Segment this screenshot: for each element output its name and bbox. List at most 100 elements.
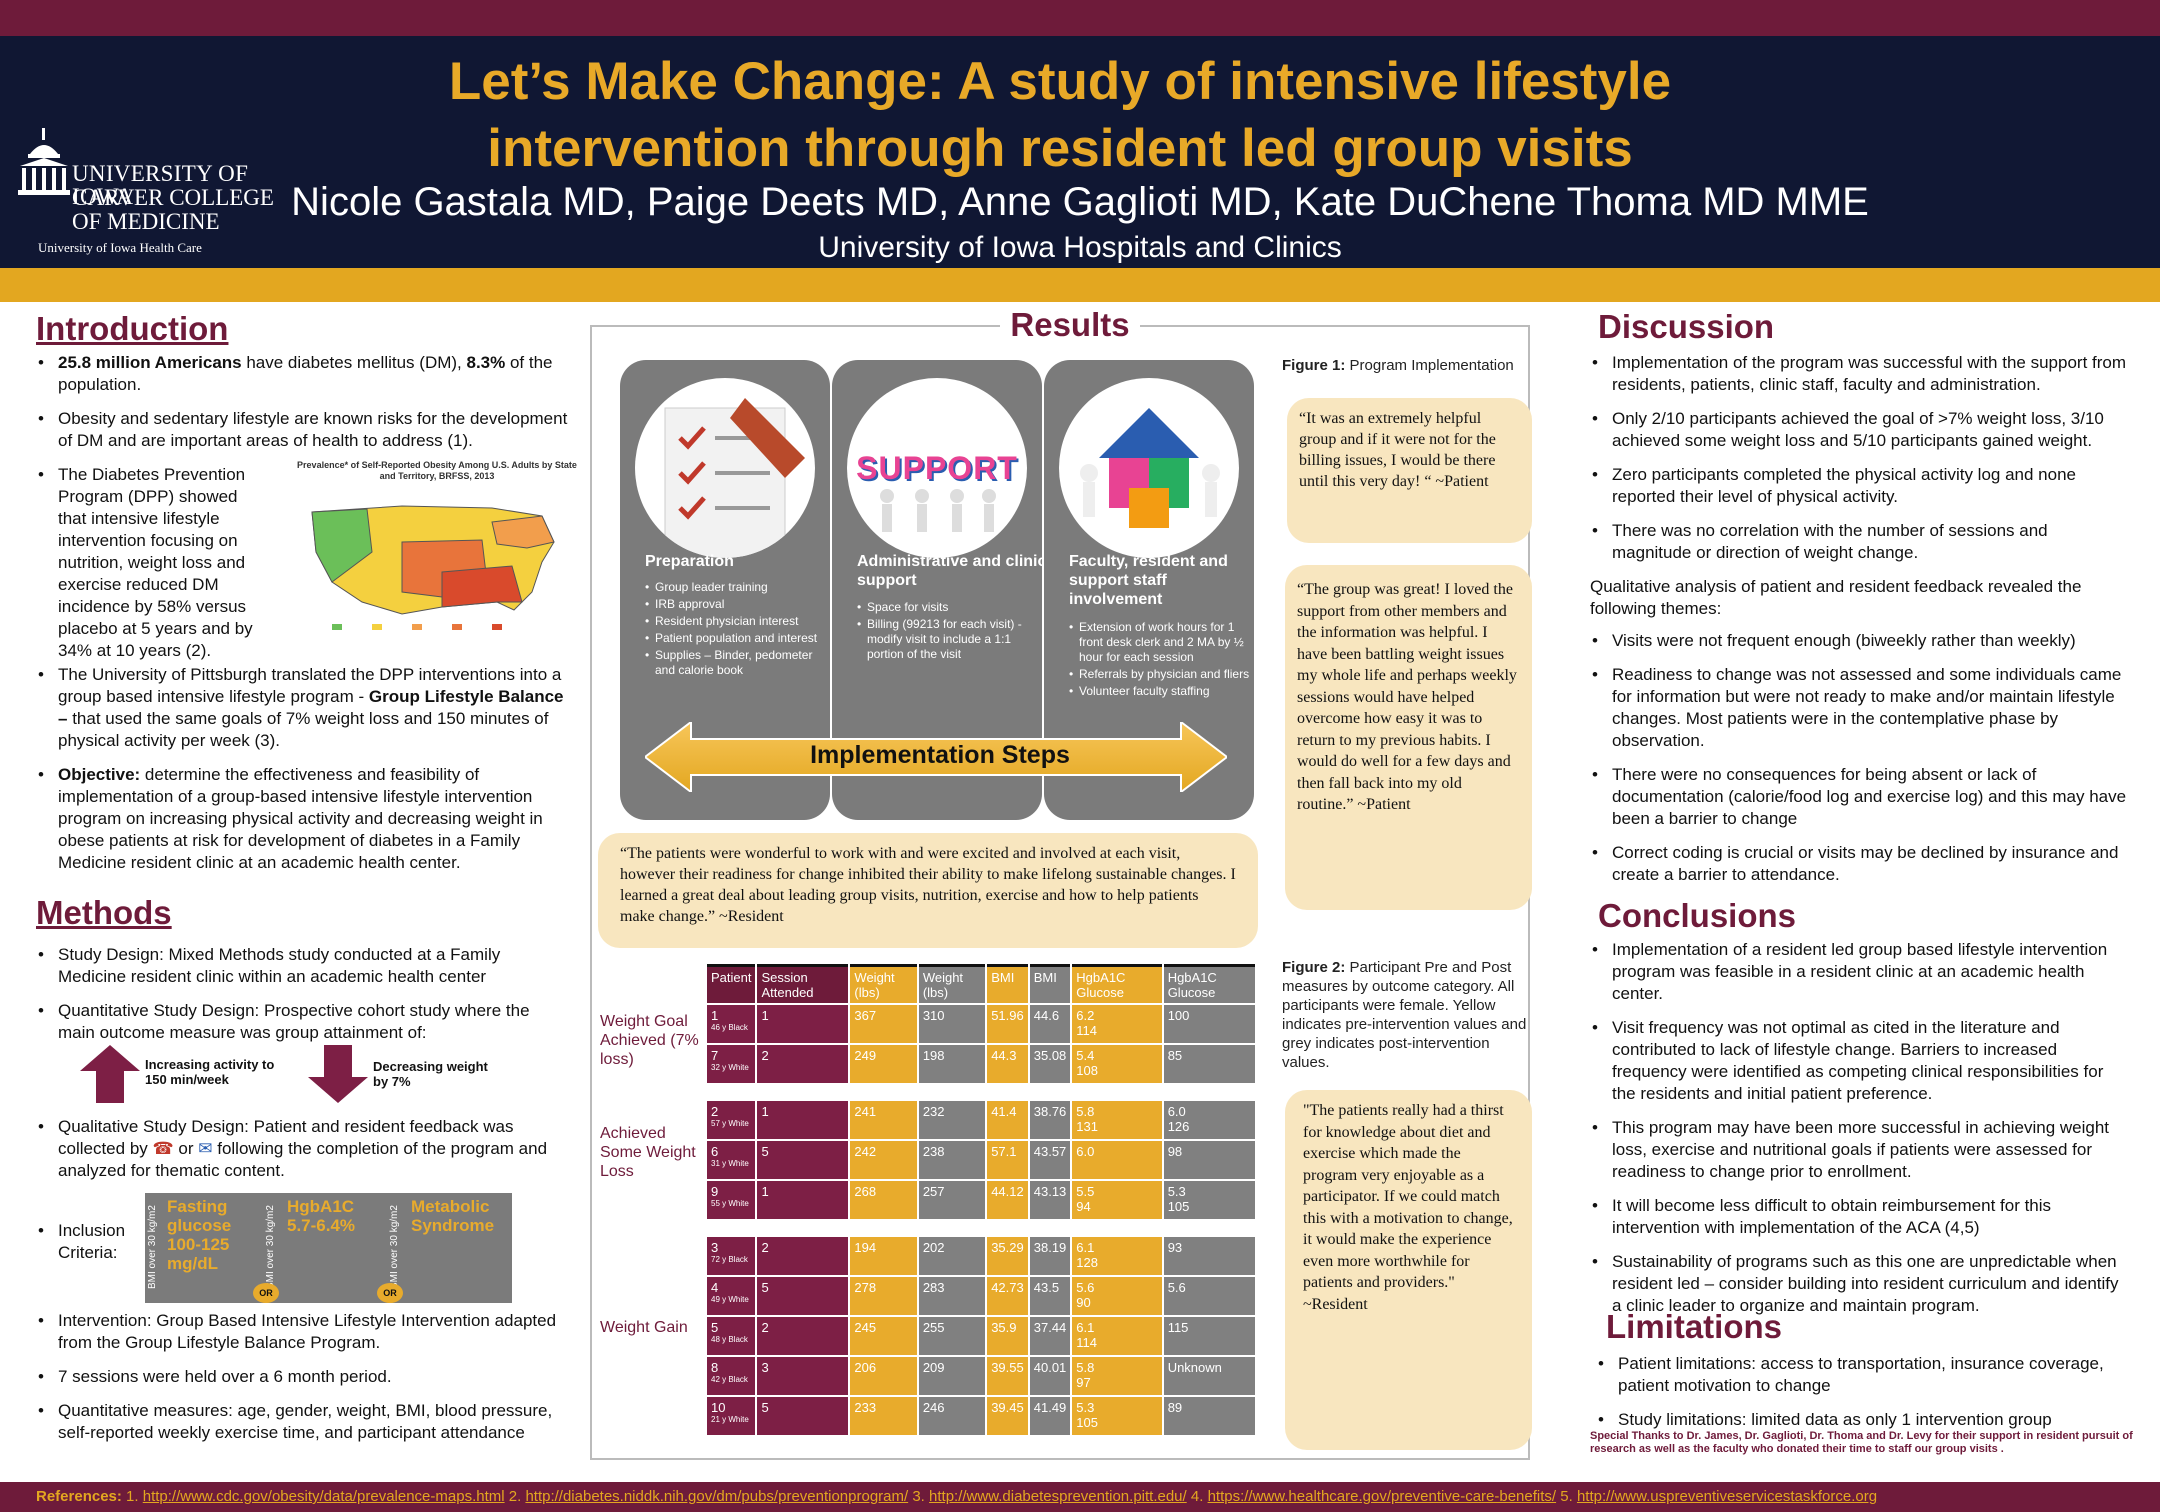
checklist-image: [635, 378, 815, 558]
reference-link[interactable]: https://www.healthcare.gov/preventive-ca…: [1207, 1488, 1557, 1505]
weight-pre-value: 241: [854, 1104, 877, 1119]
discussion-bullet: Correct coding is crucial or visits may …: [1590, 842, 2130, 886]
cell-weight-post: 198: [918, 1045, 986, 1083]
arrow-down-label: Decreasing weight by 7%: [373, 1059, 488, 1089]
intro-b1-a: have diabetes mellitus (DM),: [241, 353, 467, 372]
weight-post-value: 232: [922, 1104, 945, 1119]
col-header: Patient: [707, 964, 756, 1003]
step3-item: Referrals by physician and fliers: [1069, 667, 1251, 682]
patient-demographics: 32 y White: [711, 1063, 749, 1072]
resident-quote-2: "The patients really had a thirst for kn…: [1285, 1090, 1532, 1450]
step-faculty-list: Extension of work hours for 1 front desk…: [1069, 620, 1251, 701]
cell-a1c-pre: 5.3 105: [1072, 1397, 1162, 1435]
cell-sessions: 1: [757, 1181, 849, 1219]
cell-patient: 10 21 y White: [707, 1397, 756, 1435]
a1c-post-value: 6.0: [1167, 1104, 1186, 1119]
weight-pre-value: 233: [854, 1400, 877, 1415]
patient-id: 6: [711, 1144, 719, 1159]
step-preparation-list: Group leader training IRB approval Resid…: [645, 580, 827, 680]
figure1-caption: Figure 1: Program Implementation: [1282, 356, 1522, 375]
a1c-post-value: 89: [1167, 1400, 1183, 1415]
patient-demographics: 21 y White: [711, 1415, 749, 1424]
table-row: 4 49 y White 5 278 283 42.73 43.5 5.6 90 5.6: [707, 1277, 1255, 1315]
gap-cell: [1072, 1085, 1161, 1099]
reference-link[interactable]: http://www.cdc.gov/obesity/data/prevalen…: [142, 1488, 505, 1505]
group-label-goal: Weight Goal Achieved (7% loss): [600, 1013, 699, 1068]
conclusion-bullet: Implementation of a resident led group b…: [1590, 939, 2130, 1005]
or-badge-1: OR: [253, 1283, 279, 1303]
patient-demographics: 72 y Black: [711, 1255, 748, 1264]
discussion-bullet: Only 2/10 participants achieved the goal…: [1590, 408, 2130, 452]
cell-weight-pre: 245: [850, 1317, 917, 1355]
reference-link[interactable]: http://www.diabetesprevention.pitt.edu/: [929, 1488, 1187, 1505]
methods-qualitative: Qualitative Study Design: Patient and re…: [36, 1116, 571, 1194]
intro-b5-text: determine the effectiveness and feasibil…: [58, 765, 543, 872]
cell-bmi-pre: 39.55: [987, 1357, 1028, 1395]
reference-link[interactable]: http://www.uspreventiveservicestaskforce…: [1576, 1488, 1878, 1505]
checklist-icon: [664, 398, 805, 558]
cell-weight-post: 310: [918, 1005, 986, 1043]
references-bar: References: 1. http://www.cdc.gov/obesit…: [0, 1482, 2160, 1512]
bmi-pre-value: 57.1: [991, 1144, 1017, 1159]
gap-cell: [1164, 1221, 1255, 1235]
a1c-post-value: 5.6: [1167, 1280, 1186, 1295]
cell-sessions: 3: [757, 1357, 849, 1395]
step-administrative-list: Space for visits Billing (99213 for each…: [857, 600, 1039, 664]
weight-post-value: 310: [922, 1008, 945, 1023]
table-row: 2 57 y White 1 241 232 41.4 38.76 5.8 131 6.0 126: [707, 1101, 1255, 1139]
figure1-text: Program Implementation: [1349, 357, 1514, 374]
weight-post-value: 255: [922, 1320, 945, 1335]
bmi-pre-value: 41.4: [991, 1104, 1017, 1119]
cell-bmi-pre: 57.1: [987, 1141, 1028, 1179]
cell-bmi-pre: 39.45: [987, 1397, 1028, 1435]
figure2-text: Participant Pre and Post measures by out…: [1282, 959, 1527, 1071]
methods-intervention: Intervention: Group Based Intensive Life…: [36, 1310, 571, 1456]
patient-id: 5: [711, 1320, 719, 1335]
cell-a1c-post: 93: [1163, 1237, 1255, 1275]
gap-cell: [1030, 1221, 1071, 1235]
patient-demographics: 31 y White: [711, 1159, 749, 1168]
cell-weight-pre: 194: [850, 1237, 917, 1275]
cell-bmi-pre: 44.12: [987, 1181, 1028, 1219]
glucose-pre-value: 90: [1076, 1295, 1091, 1310]
cell-a1c-post: 85: [1163, 1045, 1255, 1083]
logo-line4: University of Iowa Health Care: [38, 240, 202, 255]
step1-item: Supplies – Binder, pedometer and calorie…: [645, 648, 827, 678]
bmi-pre-value: 35.9: [991, 1320, 1017, 1335]
a1c-pre-value: 6.1: [1076, 1320, 1095, 1335]
cell-patient: 5 48 y Black: [707, 1317, 756, 1355]
a1c-pre-value: 5.6: [1076, 1280, 1095, 1295]
obesity-map: Prevalence* of Self-Reported Obesity Amo…: [292, 460, 582, 660]
intro-b1-bold: 25.8 million Americans: [58, 353, 242, 372]
bmi-post-value: 43.5: [1033, 1280, 1060, 1295]
reference-link[interactable]: http://diabetes.niddk.nih.gov/dm/pubs/pr…: [525, 1488, 909, 1505]
cell-patient: 7 32 y White: [707, 1045, 756, 1083]
a1c-pre-value: 5.8: [1076, 1360, 1095, 1375]
weight-post-value: 209: [922, 1360, 945, 1375]
step2-item: Space for visits: [857, 600, 1039, 615]
inclusion-label: Inclusion Criteria:: [36, 1220, 136, 1264]
limitation-bullet: Study limitations: limited data as only …: [1596, 1409, 2136, 1431]
col-header: HgbA1C Glucose: [1163, 964, 1255, 1003]
cell-bmi-post: 43.57: [1029, 1141, 1071, 1179]
glucose-post-value: 126: [1167, 1119, 1190, 1134]
patient-quote-2: “The group was great! I loved the suppor…: [1285, 565, 1532, 910]
cell-weight-post: 246: [918, 1397, 986, 1435]
cell-sessions: 2: [757, 1237, 849, 1275]
gap-cell: [850, 1221, 916, 1235]
criterion-fasting-glucose: Fasting glucose 100-125 mg/dL: [167, 1197, 232, 1273]
cell-bmi-post: 37.44: [1029, 1317, 1071, 1355]
cell-weight-post: 209: [918, 1357, 986, 1395]
authors: Nicole Gastala MD, Paige Deets MD, Anne …: [291, 180, 1869, 224]
cell-weight-pre: 242: [850, 1141, 917, 1179]
figure1-label: Figure 1:: [1282, 357, 1346, 374]
a1c-post-value: 5.3: [1167, 1184, 1186, 1199]
logo-line3: OF MEDICINE: [72, 209, 220, 234]
intro-dpp-block: The Diabetes Prevention Program (DPP) sh…: [36, 460, 582, 664]
table-group-gap: [707, 1085, 1255, 1099]
step1-item: Patient population and interest: [645, 631, 827, 646]
a1c-pre-value: 5.4: [1076, 1048, 1095, 1063]
title-line2: intervention through resident led group …: [487, 119, 1633, 178]
sessions-value: 2: [761, 1240, 769, 1255]
table-row: 8 42 y Black 3 206 209 39.55 40.01 5.8 97 Unknown: [707, 1357, 1255, 1395]
